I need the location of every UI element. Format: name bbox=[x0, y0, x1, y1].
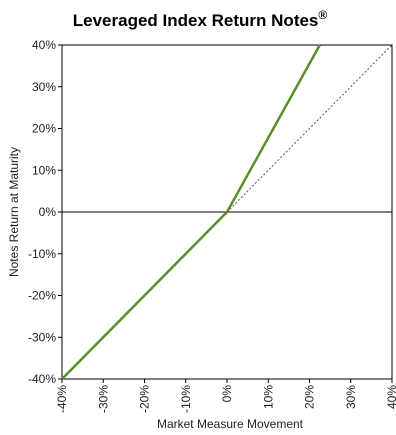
chart-title-mark: ® bbox=[318, 8, 327, 22]
y-tick-label: 20% bbox=[32, 122, 56, 136]
y-tick-label: 30% bbox=[32, 80, 56, 94]
y-tick-label: -20% bbox=[28, 289, 56, 303]
dotted-reference-series-line bbox=[226, 44, 393, 213]
y-axis-label: Notes Return at Maturity bbox=[7, 147, 21, 277]
x-tick-label: 40% bbox=[385, 385, 396, 409]
x-tick-label: 10% bbox=[261, 385, 275, 409]
y-tick-label: 40% bbox=[32, 38, 56, 52]
y-tick-label: -30% bbox=[28, 330, 56, 344]
y-tick-label: 0% bbox=[39, 205, 57, 219]
x-tick-label: -30% bbox=[96, 385, 110, 413]
y-tick-label: 10% bbox=[32, 163, 56, 177]
x-tick-label: 30% bbox=[344, 385, 358, 409]
y-tick-label: -10% bbox=[28, 247, 56, 261]
y-tick-label: -40% bbox=[28, 372, 56, 386]
x-tick-label: 0% bbox=[220, 385, 234, 403]
x-tick-label: -20% bbox=[138, 385, 152, 413]
chart-title-text: Leveraged Index Return Notes bbox=[73, 11, 319, 30]
x-tick-label: -10% bbox=[179, 385, 193, 413]
chart-title: Leveraged Index Return Notes® bbox=[73, 8, 328, 30]
x-axis-label: Market Measure Movement bbox=[157, 417, 304, 431]
x-tick-label: 20% bbox=[303, 385, 317, 409]
x-tick-label: -40% bbox=[55, 385, 69, 413]
